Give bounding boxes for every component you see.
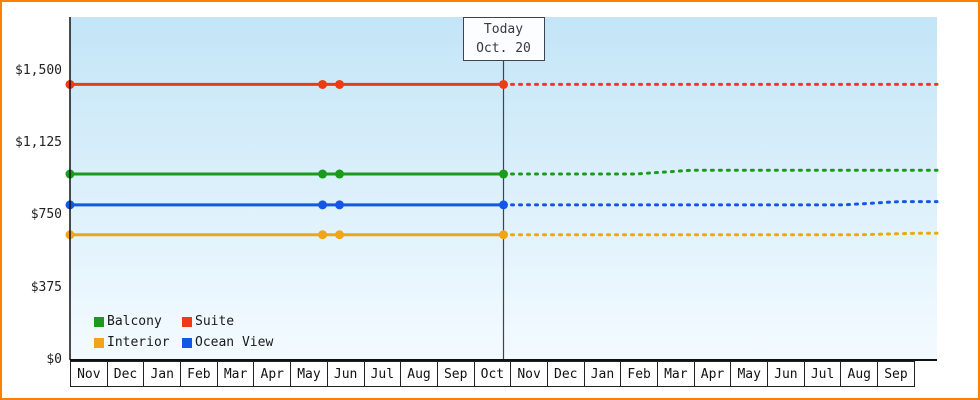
series-forecast-balcony	[502, 168, 939, 176]
month-label: Jun	[326, 361, 365, 387]
legend-item: Ocean View	[182, 333, 273, 352]
series-marker	[318, 79, 328, 89]
series-marker	[335, 200, 345, 210]
month-label: Aug	[400, 361, 438, 387]
month-label: Jan	[583, 361, 622, 387]
legend-swatch	[182, 337, 192, 348]
series-marker	[499, 200, 508, 210]
legend-label: Balcony	[107, 314, 162, 329]
series-marker	[335, 230, 345, 240]
series-marker	[318, 169, 328, 179]
month-label: Jun	[767, 361, 805, 387]
legend-label: Suite	[195, 314, 235, 329]
month-label: May	[730, 361, 769, 387]
legend-item: Suite	[182, 312, 273, 331]
y-tick-label: $1,500	[15, 62, 62, 78]
series-forecast-interior	[502, 231, 939, 237]
month-label: Nov	[510, 361, 548, 387]
month-axis: Nov Dec Jan Feb Mar Apr May Jun Jul Aug Sep Oct Nov D…	[70, 361, 915, 387]
month-label: Jul	[803, 361, 842, 387]
series-marker	[318, 200, 328, 210]
month-label: Dec	[546, 361, 585, 387]
y-tick-label: $375	[30, 279, 62, 295]
month-label: Apr	[693, 361, 732, 387]
month-label: Dec	[106, 361, 145, 387]
month-label: Feb	[620, 361, 658, 387]
today-date: Oct. 20	[476, 41, 531, 56]
today-label: Today	[483, 22, 524, 37]
legend-label: Interior	[107, 335, 170, 350]
y-tick-label: $1,125	[15, 135, 62, 151]
series-marker	[499, 169, 508, 179]
month-label: Feb	[180, 361, 218, 387]
month-label: May	[290, 361, 328, 387]
legend-swatch	[94, 316, 104, 327]
month-label: Jul	[363, 361, 402, 387]
month-label: Jan	[143, 361, 182, 387]
series-marker	[318, 230, 328, 240]
series-marker	[499, 230, 508, 240]
month-label: Sep	[877, 361, 915, 387]
month-label: Sep	[436, 361, 475, 387]
legend-swatch	[182, 316, 192, 327]
legend-item: Balcony	[94, 312, 182, 331]
series-marker	[499, 79, 508, 89]
month-label: Nov	[70, 361, 108, 387]
month-label: Mar	[657, 361, 695, 387]
month-label: Aug	[840, 361, 879, 387]
series-marker	[335, 79, 345, 89]
chart-legend: Balcony Suite Interior Ocean View	[94, 312, 273, 352]
month-label: Oct	[473, 361, 512, 387]
y-tick-label: $750	[30, 207, 62, 223]
series-marker	[335, 169, 345, 179]
y-tick-label: $0	[46, 352, 62, 367]
month-label: Apr	[253, 361, 292, 387]
month-label: Mar	[216, 361, 255, 387]
legend-swatch	[94, 337, 104, 348]
legend-item: Interior	[94, 333, 182, 352]
legend-label: Ocean View	[195, 335, 274, 350]
today-marker-box: Today Oct. 20	[462, 17, 545, 61]
series-forecast-ocean-view	[502, 200, 939, 207]
